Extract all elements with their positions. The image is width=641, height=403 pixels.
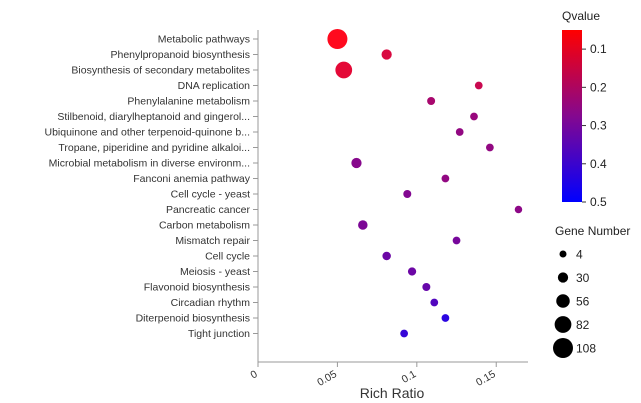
- y-tick-label: Tight junction: [188, 328, 250, 340]
- size-legend-marker: [556, 294, 570, 308]
- data-point: [403, 190, 412, 198]
- y-tick-label: Pancreatic cancer: [166, 204, 251, 216]
- data-point: [452, 236, 461, 245]
- data-point: [427, 97, 436, 105]
- y-tick-label: Microbial metabolism in diverse environm…: [49, 158, 250, 170]
- data-point: [455, 128, 464, 136]
- qvalue-tick-label: 0.2: [590, 80, 607, 94]
- data-point: [441, 174, 450, 183]
- y-tick-label: Flavonoid biosynthesis: [144, 282, 250, 294]
- qvalue-legend: Qvalue 0.1 0.2 0.3 0.4 0.5: [562, 9, 607, 209]
- data-point: [358, 220, 368, 230]
- data-point: [400, 329, 408, 338]
- y-tick-label: Tropane, piperidine and pyridine alkaloi…: [58, 142, 250, 154]
- data-point: [422, 283, 431, 291]
- size-legend-label: 30: [576, 271, 590, 285]
- y-tick-label: Ubiquinone and other terpenoid-quinone b…: [45, 127, 251, 139]
- size-legend-label: 4: [576, 248, 583, 262]
- size-legend-label: 56: [576, 295, 590, 309]
- size-legend-marker: [554, 316, 572, 333]
- qvalue-tick-label: 0.5: [590, 195, 607, 209]
- y-tick-label: Stilbenoid, diarylheptanoid and gingerol…: [57, 111, 250, 123]
- y-tick-label: Phenylalanine metabolism: [127, 96, 250, 108]
- data-point: [327, 29, 348, 49]
- y-tick-label: Mismatch repair: [175, 235, 250, 247]
- x-tick-label: 0.15: [474, 368, 498, 389]
- gene-number-legend: Gene Number 4 30 56 82 108: [553, 224, 630, 358]
- size-legend-label: 82: [576, 318, 590, 332]
- data-point: [441, 314, 450, 322]
- y-tick-label: Cell cycle - yeast: [171, 189, 250, 201]
- data-point: [382, 251, 391, 261]
- data-points: [327, 29, 523, 338]
- size-legend-marker: [553, 338, 573, 358]
- data-point: [381, 49, 392, 60]
- y-tick-label: DNA replication: [178, 80, 251, 92]
- y-tick-label: Carbon metabolism: [159, 220, 250, 232]
- y-tick-label: Phenylpropanoid biosynthesis: [110, 49, 250, 61]
- qvalue-legend-title: Qvalue: [562, 9, 600, 23]
- data-point: [430, 298, 439, 307]
- x-axis-title: Rich Ratio: [360, 385, 425, 401]
- y-tick-label: Circadian rhythm: [171, 297, 251, 309]
- x-tick-label: 0.05: [315, 368, 339, 389]
- size-legend-marker: [557, 272, 569, 283]
- y-tick-label: Diterpenoid biosynthesis: [136, 313, 250, 325]
- qvalue-tick-label: 0.1: [590, 42, 607, 56]
- data-point: [470, 112, 478, 121]
- size-legend-label: 108: [576, 342, 596, 356]
- qvalue-colorbar: [562, 30, 582, 202]
- x-tick-label: 0.1: [400, 368, 419, 386]
- data-point: [335, 61, 353, 79]
- size-legend-marker: [559, 250, 567, 258]
- qvalue-tick-label: 0.4: [590, 157, 607, 171]
- y-tick-label: Fanconi anemia pathway: [133, 173, 250, 185]
- gene-number-legend-title: Gene Number: [555, 224, 630, 238]
- x-tick-label: 0: [248, 368, 259, 381]
- y-tick-label: Metabolic pathways: [158, 34, 250, 46]
- data-point: [514, 205, 523, 214]
- data-point: [351, 157, 362, 169]
- data-point: [407, 267, 417, 276]
- qvalue-tick-label: 0.3: [590, 119, 607, 133]
- y-tick-label: Cell cycle: [205, 251, 250, 263]
- data-point: [474, 81, 483, 90]
- data-point: [486, 143, 494, 152]
- y-tick-label: Biosynthesis of secondary metabolites: [71, 65, 250, 77]
- y-axis: Metabolic pathways Phenylpropanoid biosyn…: [45, 30, 259, 362]
- y-tick-label: Meiosis - yeast: [180, 266, 250, 278]
